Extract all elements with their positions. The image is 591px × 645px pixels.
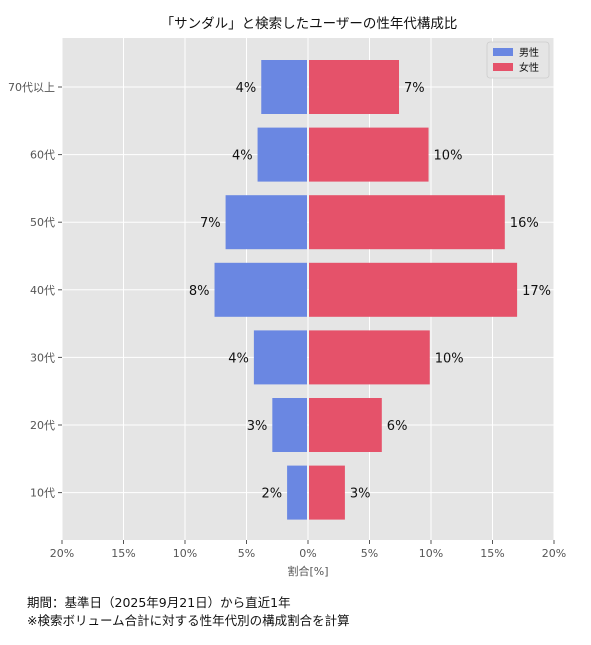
bar-female <box>309 330 430 385</box>
footnote-note: ※検索ボリューム合計に対する性年代別の構成割合を計算 <box>27 613 350 628</box>
data-label-female: 10% <box>434 149 463 164</box>
bar-female <box>309 127 429 182</box>
y-tick-label: 10代 <box>30 487 55 500</box>
bar-male <box>261 60 307 114</box>
y-tick-label: 60代 <box>30 149 55 162</box>
x-tick-label: 5% <box>238 547 255 560</box>
data-label-female: 6% <box>387 419 408 434</box>
x-tick-label: 10% <box>419 547 443 560</box>
bar-male <box>214 262 307 317</box>
chart-title: 「サンダル」と検索したユーザーの性年代構成比 <box>161 16 458 32</box>
y-tick-label: 30代 <box>30 351 55 364</box>
legend-swatch <box>493 63 513 71</box>
data-label-female: 10% <box>435 351 464 366</box>
footnote-period: 期間：基準日（2025年9月21日）から直近1年 <box>27 595 291 610</box>
x-axis-label: 割合[%] <box>287 564 328 578</box>
data-label-male: 4% <box>232 149 253 164</box>
legend-box <box>486 41 550 79</box>
bar-female <box>309 195 505 250</box>
data-label-female: 7% <box>404 81 425 96</box>
data-label-male: 7% <box>200 216 221 231</box>
bar-female <box>309 398 382 452</box>
x-tick-label: 15% <box>111 547 135 560</box>
population-pyramid-chart: 「サンダル」と検索したユーザーの性年代構成比 4% 7% 4% 10% 7% 16% 8% 1… <box>8 16 566 578</box>
bar-female <box>309 262 518 317</box>
bar-male <box>225 195 307 250</box>
legend-swatch <box>493 48 513 56</box>
data-label-female: 16% <box>510 216 539 231</box>
bar-male <box>253 330 307 385</box>
data-label-male: 8% <box>189 284 210 299</box>
bar-male <box>272 398 307 452</box>
y-tick-label: 50代 <box>30 216 55 229</box>
x-tick-label: 15% <box>480 547 504 560</box>
bar-male <box>287 465 307 520</box>
data-label-female: 3% <box>350 487 371 502</box>
bar-female <box>309 60 400 114</box>
x-tick-label: 5% <box>361 547 378 560</box>
legend-label: 男性 <box>519 46 539 59</box>
y-tick-label: 70代以上 <box>8 81 55 94</box>
data-label-male: 2% <box>261 487 282 502</box>
x-tick-label: 0% <box>299 547 316 560</box>
x-tick-label: 20% <box>50 547 74 560</box>
data-label-female: 17% <box>522 284 551 299</box>
y-tick-label: 20代 <box>30 419 55 432</box>
data-label-male: 4% <box>228 351 249 366</box>
data-label-male: 3% <box>247 419 268 434</box>
bar-male <box>257 127 307 182</box>
x-tick-label: 10% <box>173 547 197 560</box>
x-tick-label: 20% <box>542 547 566 560</box>
legend-label: 女性 <box>519 61 539 74</box>
data-label-male: 4% <box>236 81 257 96</box>
bar-female <box>309 465 345 520</box>
y-tick-label: 40代 <box>30 284 55 297</box>
